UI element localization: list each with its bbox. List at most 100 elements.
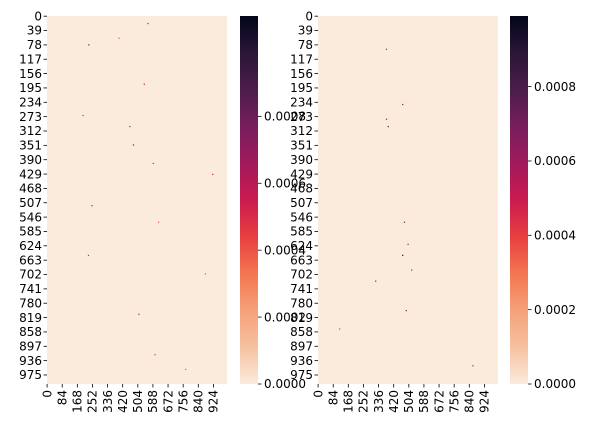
colorbar-tick-label: 0.0008 [534, 80, 576, 94]
heatmap-cell [129, 125, 131, 128]
y-tick-label: 273 [19, 110, 42, 124]
x-tick-label: 672 [161, 390, 175, 413]
y-tick-label: 858 [290, 325, 313, 339]
x-tick-label: 252 [357, 390, 371, 413]
heatmap-cell [154, 354, 156, 356]
y-tick-label: 117 [290, 52, 313, 66]
x-tick-label: 420 [387, 390, 401, 413]
y-tick-label: 624 [19, 239, 42, 253]
y-tick-label: 975 [19, 368, 42, 382]
x-tick-label: 672 [432, 390, 446, 413]
y-tick-label: 351 [19, 139, 42, 153]
colorbar-tick-label: 0.0006 [534, 154, 576, 168]
x-tick-label: 336 [101, 390, 115, 413]
heatmap-cell [118, 37, 120, 39]
y-tick-label: 702 [290, 268, 313, 282]
heatmap-cell [91, 205, 93, 207]
heatmap-cell [132, 144, 135, 146]
y-tick-label: 351 [290, 139, 313, 153]
y-tick-label: 507 [19, 196, 42, 210]
y-tick-label: 39 [298, 24, 313, 38]
y-tick-label: 429 [19, 167, 42, 181]
heatmap-cell [82, 114, 84, 117]
x-tick-label: 168 [71, 390, 85, 413]
heatmap-cell [138, 313, 140, 315]
x-tick-label: 588 [417, 390, 431, 413]
y-tick-label: 156 [19, 67, 42, 81]
x-tick-label: 756 [176, 390, 190, 413]
y-tick-label: 741 [19, 282, 42, 296]
y-tick-label: 468 [290, 182, 313, 196]
heatmap-background [47, 16, 227, 384]
colorbar-tick-label: 0.0000 [534, 377, 576, 391]
heatmap-cell [385, 48, 388, 50]
x-tick-label: 756 [447, 390, 461, 413]
heatmap-cell [402, 103, 404, 106]
x-tick-label: 840 [191, 390, 205, 413]
x-tick-label: 252 [86, 390, 100, 413]
y-tick-label: 39 [27, 24, 42, 38]
y-tick-label: 390 [19, 153, 42, 167]
x-tick-label: 168 [342, 390, 356, 413]
y-tick-label: 624 [290, 239, 313, 253]
x-tick-label: 924 [207, 390, 221, 413]
y-tick-label: 663 [19, 253, 42, 267]
heatmap-cell [387, 125, 389, 128]
y-tick-label: 858 [19, 325, 42, 339]
y-tick-label: 0 [305, 9, 313, 23]
y-tick-label: 546 [19, 210, 42, 224]
heatmap-cell [158, 221, 160, 223]
heatmap-cell [411, 269, 413, 271]
y-tick-label: 195 [290, 81, 313, 95]
y-tick-label: 936 [19, 354, 42, 368]
heatmap-background [318, 16, 498, 384]
y-tick-label: 312 [290, 124, 313, 138]
y-tick-label: 897 [290, 339, 313, 353]
heatmap-cell [88, 44, 90, 46]
y-tick-label: 273 [290, 110, 313, 124]
y-tick-label: 507 [290, 196, 313, 210]
colorbar [240, 16, 258, 384]
heatmap-cell [204, 273, 207, 275]
colorbar-tick-label: 0.0006 [264, 176, 306, 190]
heatmap-cell [143, 83, 145, 85]
heatmap-cell [472, 365, 474, 367]
y-tick-label: 936 [290, 354, 313, 368]
x-tick-label: 84 [55, 390, 69, 405]
colorbar-tick-label: 0.0004 [264, 243, 306, 257]
y-tick-label: 234 [290, 95, 313, 109]
y-tick-label: 741 [290, 282, 313, 296]
y-tick-label: 78 [27, 38, 42, 52]
colorbar-tick-label: 0.0002 [534, 303, 576, 317]
heatmap-cell [403, 221, 406, 223]
y-tick-label: 585 [290, 225, 313, 239]
heatmap-cell [87, 254, 90, 256]
y-tick-label: 819 [290, 311, 313, 325]
heatmap-cell [375, 280, 377, 282]
y-tick-label: 897 [19, 339, 42, 353]
y-tick-label: 780 [19, 296, 42, 310]
heatmap-cell [152, 162, 154, 164]
y-tick-label: 195 [19, 81, 42, 95]
y-tick-label: 117 [19, 52, 42, 66]
x-tick-label: 420 [116, 390, 130, 413]
x-tick-label: 588 [146, 390, 160, 413]
heatmap-panel-2: 0397811715619523427331235139042946850754… [290, 9, 576, 413]
colorbar [510, 16, 528, 384]
colorbar-tick-label: 0.0008 [264, 110, 306, 124]
y-tick-label: 234 [19, 95, 42, 109]
heatmap-cell [185, 368, 187, 371]
x-tick-label: 0 [40, 390, 54, 398]
y-tick-label: 468 [19, 182, 42, 196]
y-tick-label: 429 [290, 167, 313, 181]
y-tick-label: 546 [290, 210, 313, 224]
y-tick-label: 663 [290, 253, 313, 267]
heatmap-cell [407, 243, 409, 245]
y-tick-label: 585 [19, 225, 42, 239]
colorbar-tick-label: 0.0004 [534, 229, 576, 243]
colorbar-tick-label: 0.0000 [264, 377, 306, 391]
y-tick-label: 702 [19, 268, 42, 282]
x-tick-label: 504 [402, 390, 416, 413]
